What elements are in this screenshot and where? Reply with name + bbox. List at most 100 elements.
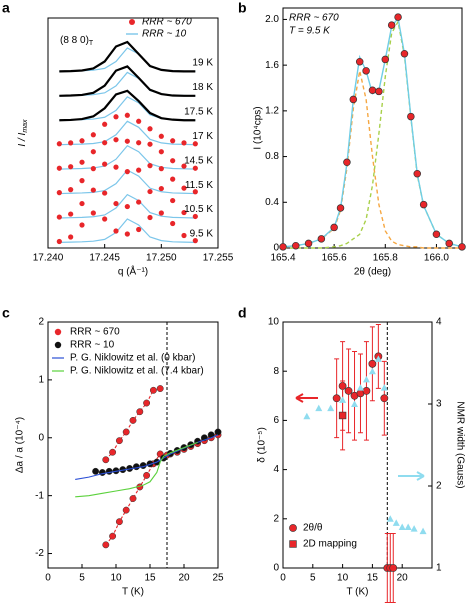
data-point xyxy=(362,386,371,395)
annotation: T = 9.5 K xyxy=(289,26,331,37)
data-point xyxy=(445,239,453,248)
profile-point xyxy=(56,190,62,196)
legend-marker xyxy=(54,341,62,349)
x-tick-label: 0 xyxy=(45,573,51,584)
y-tick-label: 4 xyxy=(436,317,442,328)
x-axis-label: q (Å⁻¹) xyxy=(118,265,148,278)
y-tick-label: 2.0 xyxy=(265,14,279,25)
data-point xyxy=(332,394,341,403)
data-point xyxy=(368,359,377,368)
profile-point xyxy=(147,141,153,147)
y-tick-label: 0 xyxy=(273,563,279,574)
profile-point xyxy=(113,164,119,170)
profile-point xyxy=(102,140,108,146)
data-point xyxy=(413,169,422,178)
y-tick-label: -1 xyxy=(35,490,44,501)
x-tick-label: 17.255 xyxy=(203,253,234,264)
legend-label: RRR ~ 10 xyxy=(70,340,115,351)
profile-point xyxy=(68,187,74,193)
data-point xyxy=(394,13,402,21)
profile-point xyxy=(181,185,187,191)
data-point xyxy=(105,467,113,475)
profile-point xyxy=(136,226,142,233)
profile-point xyxy=(192,238,198,244)
plot-frame xyxy=(282,321,433,569)
data-point xyxy=(362,375,370,383)
y-tick-label: 2 xyxy=(436,481,442,492)
profile-point xyxy=(79,222,85,228)
y-axis-label: δ (10⁻⁵) xyxy=(257,427,268,463)
data-point xyxy=(303,412,311,420)
panel-letter: b xyxy=(238,0,247,16)
data-point xyxy=(400,49,409,58)
data-point xyxy=(136,408,144,416)
data-point xyxy=(389,564,398,572)
data-point xyxy=(380,384,388,391)
profile-point xyxy=(90,187,96,193)
data-point xyxy=(404,523,412,530)
x-axis-label: T (K) xyxy=(122,587,144,598)
profile-point xyxy=(124,231,130,237)
legend-label: RRR ~ 10 xyxy=(142,29,187,40)
y-tick-label: 1.2 xyxy=(265,105,279,116)
data-point xyxy=(315,404,323,412)
legend-label: RRR ~ 670 xyxy=(142,17,192,28)
profile-point xyxy=(68,140,74,146)
x-tick-label: 10 xyxy=(110,573,122,584)
y-tick-label: 10 xyxy=(268,317,280,328)
data-point xyxy=(398,523,406,530)
data-point xyxy=(339,396,347,403)
data-point xyxy=(338,411,347,420)
data-point xyxy=(102,541,110,549)
trace-label: 17 K xyxy=(192,131,213,142)
reference-line xyxy=(59,218,196,243)
data-point xyxy=(392,519,400,526)
profile-point xyxy=(181,209,187,216)
series-line xyxy=(75,441,198,498)
profile-point xyxy=(113,137,119,143)
x-tick-label: 20 xyxy=(397,573,409,584)
profile-point xyxy=(192,141,198,147)
data-point xyxy=(344,386,353,395)
profile-point xyxy=(170,220,176,227)
y-axis-label: NMR width (Gauss) xyxy=(454,401,465,488)
data-point xyxy=(386,515,394,522)
y-axis-label: Δa / a (10⁻⁴) xyxy=(15,417,26,473)
legend-marker xyxy=(129,19,135,25)
profile-line xyxy=(59,40,196,73)
profile-point xyxy=(124,112,130,118)
profile-point xyxy=(158,166,164,172)
profile-point xyxy=(158,185,164,192)
data-point xyxy=(122,506,130,514)
trace-label: 11.5 K xyxy=(185,180,213,191)
y-tick-label: 1 xyxy=(436,563,442,574)
y-tick-label: 2 xyxy=(38,317,44,328)
data-point xyxy=(356,384,364,391)
data-point xyxy=(292,241,300,250)
annotation: (8 8 0)T xyxy=(60,35,94,47)
data-point xyxy=(122,428,130,436)
profile-point xyxy=(136,199,142,205)
data-point xyxy=(143,399,151,407)
plot-frame xyxy=(282,7,463,249)
profile-point xyxy=(102,161,108,167)
profile-point xyxy=(181,232,187,239)
data-point xyxy=(115,437,123,445)
y-tick-label: 6 xyxy=(273,415,279,426)
data-point xyxy=(387,21,396,29)
data-point xyxy=(336,204,345,212)
data-point xyxy=(109,532,117,540)
data-point xyxy=(330,223,338,232)
data-point xyxy=(214,428,222,436)
profile-point xyxy=(90,132,96,138)
x-tick-label: 15 xyxy=(367,573,379,584)
fit-line xyxy=(282,70,462,249)
y-axis-label-sub: max xyxy=(22,119,29,133)
profile-point xyxy=(124,138,130,144)
y-axis-label: I (10⁴cps) xyxy=(253,106,264,149)
trace-label: 17.5 K xyxy=(184,106,213,117)
profile-point xyxy=(170,197,176,204)
y-tick-label: -2 xyxy=(35,548,44,559)
plot-frame xyxy=(47,17,219,249)
x-tick-label: 10 xyxy=(337,573,349,584)
